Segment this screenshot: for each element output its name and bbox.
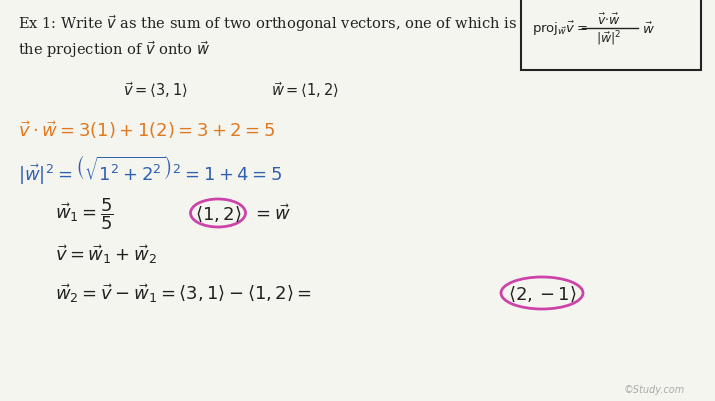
Text: $\langle 2,-1\rangle$: $\langle 2,-1\rangle$ bbox=[508, 284, 576, 303]
Text: the projection of $\vec{v}$ onto $\vec{w}$: the projection of $\vec{v}$ onto $\vec{w… bbox=[18, 39, 210, 60]
Text: $\langle 1,2\rangle$: $\langle 1,2\rangle$ bbox=[194, 204, 241, 223]
Text: $\vec{v}{\cdot}\vec{w}$: $\vec{v}{\cdot}\vec{w}$ bbox=[597, 12, 621, 28]
Text: $\vec{w}_2=\vec{v}-\vec{w}_1=\langle 3,1\rangle-\langle 1,2\rangle=$: $\vec{w}_2=\vec{v}-\vec{w}_1=\langle 3,1… bbox=[55, 282, 312, 305]
Text: ©Study.com: ©Study.com bbox=[623, 384, 685, 394]
Text: Ex 1: Write $\vec{v}$ as the sum of two orthogonal vectors, one of which is: Ex 1: Write $\vec{v}$ as the sum of two … bbox=[18, 14, 517, 34]
Text: $\vec{v}=\vec{w}_1+\vec{w}_2$: $\vec{v}=\vec{w}_1+\vec{w}_2$ bbox=[55, 243, 157, 266]
Text: $\vec{w}_1=\dfrac{5}{5}$: $\vec{w}_1=\dfrac{5}{5}$ bbox=[55, 196, 114, 231]
Text: $\vec{w}$: $\vec{w}$ bbox=[642, 21, 655, 36]
FancyBboxPatch shape bbox=[521, 0, 701, 71]
Text: $\mathrm{proj}_{\vec{w}}\vec{v}=$: $\mathrm{proj}_{\vec{w}}\vec{v}=$ bbox=[532, 20, 588, 38]
Text: $\vec{w}=\langle 1,2\rangle$: $\vec{w}=\langle 1,2\rangle$ bbox=[271, 80, 339, 100]
Text: $\vec{v}\cdot\vec{w}=3(1)+1(2)=3+2=5$: $\vec{v}\cdot\vec{w}=3(1)+1(2)=3+2=5$ bbox=[18, 119, 275, 141]
Text: $|\vec{w}|^{2}$: $|\vec{w}|^{2}$ bbox=[596, 30, 621, 48]
Text: $|\vec{w}|^{2}=\left(\sqrt{1^2+2^2}\right)^{2}=1+4=5$: $|\vec{w}|^{2}=\left(\sqrt{1^2+2^2}\righ… bbox=[18, 153, 282, 186]
Text: $\vec{v}=\langle 3,1\rangle$: $\vec{v}=\langle 3,1\rangle$ bbox=[122, 80, 187, 100]
Text: $=\vec{w}$: $=\vec{w}$ bbox=[252, 204, 291, 223]
